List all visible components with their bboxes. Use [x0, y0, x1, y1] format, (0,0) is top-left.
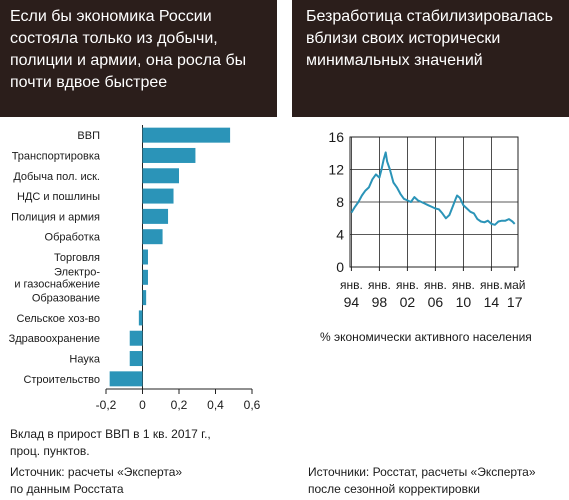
- right-panel-title: Безработица стабилизировалась вблизи сво…: [306, 8, 553, 69]
- left-panel-header: Если бы экономика России состояла только…: [0, 0, 277, 117]
- x-tick-label-bottom: 14: [484, 294, 500, 310]
- line-chart-source: Источники: Росстат, расчеты «Эксперта» п…: [308, 465, 536, 496]
- category-label: Образование: [32, 293, 100, 305]
- x-tick-label-bottom: 98: [372, 294, 388, 310]
- bar: [142, 127, 231, 143]
- x-tick-label-top: янв.: [368, 278, 391, 292]
- bar-chart-xlabel: Вклад в прирост ВВП в 1 кв. 2017 г., про…: [10, 427, 211, 458]
- bar: [138, 310, 143, 326]
- category-label: Обработка: [45, 232, 101, 244]
- x-tick-label: 0,2: [171, 398, 188, 412]
- category-label: Наука: [69, 354, 100, 366]
- bar: [109, 371, 143, 387]
- y-tick-label: 12: [328, 162, 344, 178]
- x-tick-label-top: янв.: [424, 278, 447, 292]
- category-label: Сельское хоз-во: [17, 313, 101, 325]
- bar: [142, 188, 174, 204]
- gdp-contribution-bar-chart: -0,2 0 0,2 0,4 0,6 ВВП Транспортировка Добыча п…: [9, 125, 261, 412]
- bar: [142, 269, 148, 285]
- category-label: Транспортировка: [12, 150, 101, 162]
- bar: [142, 290, 147, 306]
- x-tick-label-top: янв.: [480, 278, 503, 292]
- unemployment-series-line: [350, 151, 516, 226]
- y-tick-label: 8: [336, 194, 344, 210]
- left-panel-title: Если бы экономика России состояла только…: [10, 8, 247, 91]
- y-tick-label: 16: [328, 129, 344, 145]
- bar: [142, 168, 179, 184]
- x-tick-label-bottom: 02: [400, 294, 416, 310]
- x-tick-label-top: янв.: [340, 278, 363, 292]
- x-tick-label-top: май: [504, 278, 526, 292]
- y-tick-label: 4: [336, 227, 344, 243]
- x-tick-label: 0,6: [244, 398, 261, 412]
- x-tick-label: 0: [139, 398, 146, 412]
- x-tick-label-top: янв.: [396, 278, 419, 292]
- x-tick-label: -0,2: [96, 398, 117, 412]
- bar-chart-source: Источник: расчеты «Эксперта» по данным Р…: [10, 465, 183, 496]
- category-label: Полиция и армия: [11, 211, 100, 223]
- bar: [142, 147, 196, 163]
- bar: [129, 330, 143, 346]
- category-label: Здравоохранение: [9, 333, 100, 345]
- bar: [142, 229, 163, 245]
- category-label: и газоснабжение: [14, 278, 100, 290]
- right-panel-header: Безработица стабилизировалась вблизи сво…: [292, 0, 569, 117]
- x-tick-label-bottom: 17: [507, 294, 523, 310]
- x-tick-label-bottom: 06: [428, 294, 444, 310]
- x-tick-label: 0,4: [207, 398, 224, 412]
- bar: [129, 351, 143, 367]
- category-label: Электро-: [54, 266, 100, 278]
- x-tick-label-top: янв.: [452, 278, 475, 292]
- category-label: Строительство: [23, 374, 100, 386]
- category-label: Добыча пол. иск.: [13, 171, 100, 183]
- bar: [142, 249, 148, 265]
- line-chart-ylabel: % экономически активного населения: [320, 330, 532, 344]
- y-tick-label: 0: [336, 259, 344, 275]
- bar: [142, 208, 169, 224]
- category-label: НДС и пошлины: [17, 191, 100, 203]
- category-label: Торговля: [54, 252, 100, 264]
- x-tick-label-bottom: 10: [456, 294, 472, 310]
- x-tick-label-bottom: 94: [344, 294, 360, 310]
- category-label: ВВП: [77, 130, 100, 142]
- unemployment-line-chart: 0 4 8 12 16 янв. 94 янв. 98 янв. 02 янв. 06 янв. 10 янв…: [328, 129, 526, 310]
